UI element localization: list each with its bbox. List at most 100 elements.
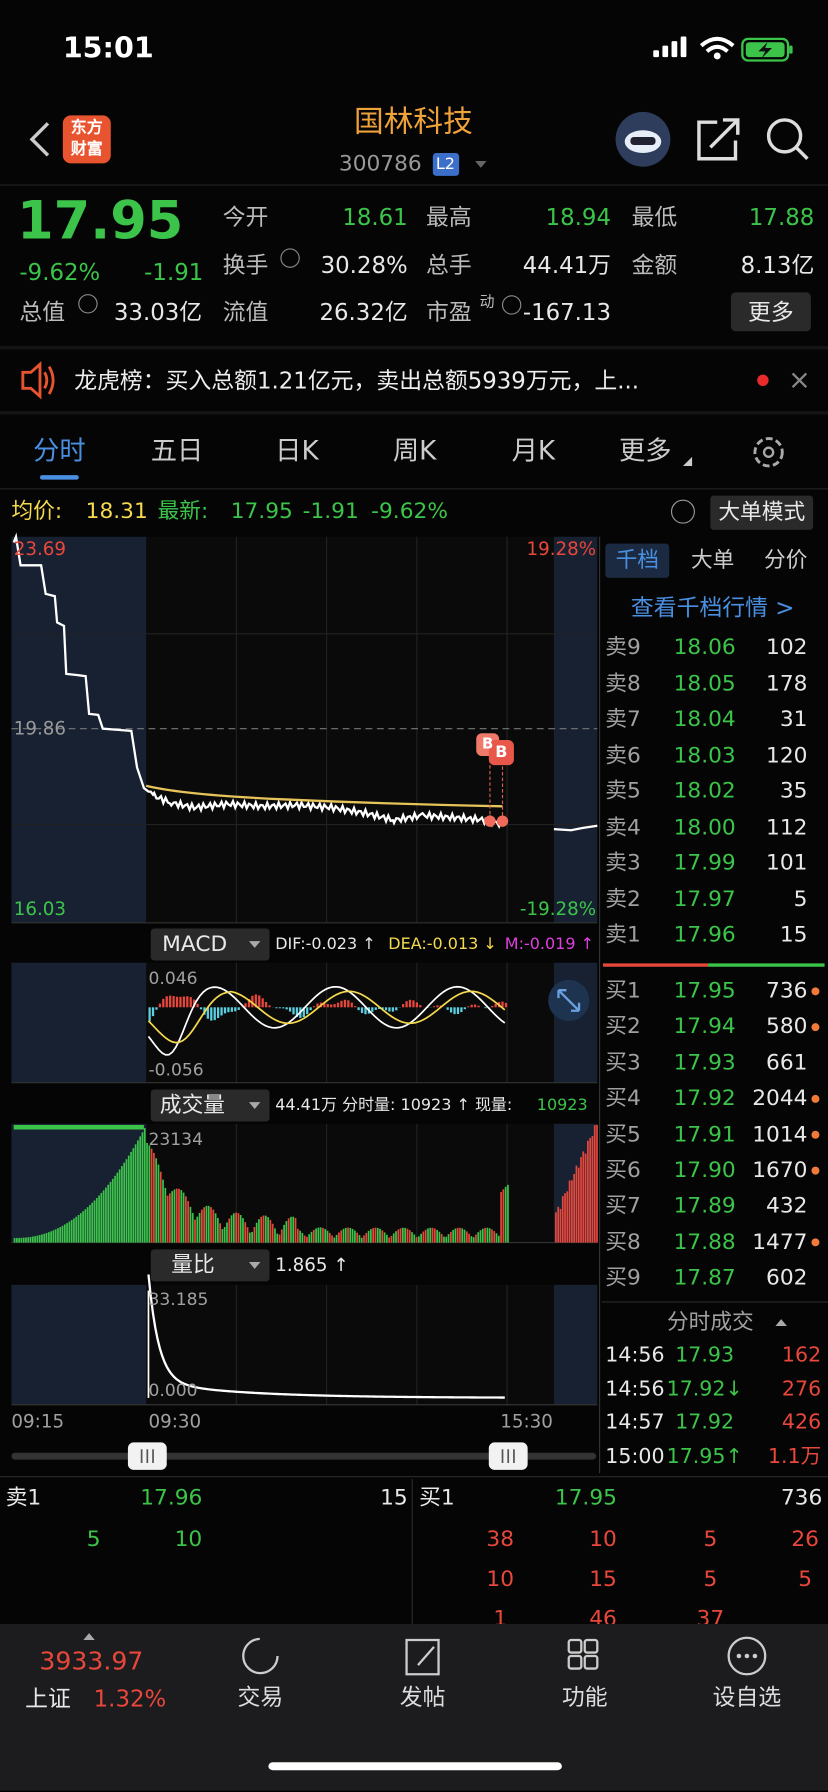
- nav-item[interactable]: 设自选: [712, 1683, 782, 1711]
- volume-bar: [333, 1237, 336, 1243]
- trade-time: 14:56: [605, 1343, 665, 1368]
- book-volume: 15: [380, 1485, 408, 1511]
- wifi-icon: [699, 36, 735, 53]
- more-button[interactable]: 更多: [748, 298, 794, 326]
- tab[interactable]: 五日: [150, 436, 204, 467]
- order-volume: 31: [779, 706, 808, 732]
- tab[interactable]: 更多: [619, 436, 672, 467]
- depth-link[interactable]: 查看千档行情 >: [630, 593, 795, 622]
- macd-bar: [227, 1007, 230, 1013]
- volume-bar: [68, 1221, 71, 1243]
- macd-bar: [391, 1007, 395, 1012]
- notice-text[interactable]: 龙虎榜：买入总额1.21亿元，卖出总额5939万元，上...: [74, 366, 640, 395]
- order-label: 买9: [605, 1265, 641, 1291]
- volume-bar: [105, 1187, 107, 1243]
- mode-button[interactable]: 大单模式: [718, 499, 806, 525]
- volume-bar: [436, 1229, 438, 1243]
- nav-item[interactable]: 交易: [237, 1683, 284, 1711]
- latest-label: 最新:: [157, 498, 209, 524]
- macd-bar: [258, 995, 261, 1008]
- order-price: 18.05: [673, 670, 736, 696]
- volume-bar: [283, 1224, 285, 1243]
- code-caret: [475, 161, 487, 168]
- panel-tab[interactable]: 分价: [764, 547, 808, 573]
- volume-bar: [205, 1205, 208, 1243]
- volume-bar: [66, 1223, 68, 1243]
- tab[interactable]: 周K: [392, 436, 437, 467]
- volume-bar: [493, 1231, 496, 1243]
- volume-bar: [363, 1235, 365, 1243]
- nav-icons: [83, 1633, 767, 1771]
- volume-bar: [79, 1213, 82, 1243]
- battery-tip: [789, 45, 793, 54]
- volume-bar: [164, 1187, 167, 1243]
- macd-bar: [473, 1004, 477, 1008]
- volume-bar: [465, 1231, 468, 1243]
- volume-bar: [278, 1234, 281, 1243]
- volume-bar: [248, 1232, 251, 1243]
- volume-bar: [379, 1228, 381, 1243]
- axis-label: 0.000: [148, 1380, 198, 1401]
- nav-item[interactable]: 功能: [561, 1683, 608, 1711]
- volume-bar: [116, 1172, 119, 1243]
- order-volume: 1477: [752, 1229, 808, 1255]
- order-label: 卖2: [605, 886, 641, 912]
- volume-bar: [54, 1229, 57, 1243]
- trades-caret: [775, 1319, 787, 1326]
- book-cell: 5: [703, 1566, 718, 1592]
- volume-summary: 44.41万 分时量: 10923 ↑ 现量:: [275, 1096, 513, 1115]
- stat-value: 44.41万: [522, 251, 612, 279]
- axis-label: 23.69: [13, 537, 67, 560]
- volume-bar: [459, 1227, 461, 1243]
- nav-item[interactable]: 发帖: [399, 1683, 446, 1711]
- volume-bar: [107, 1184, 110, 1243]
- tab[interactable]: 分时: [33, 436, 86, 467]
- stat-value: 18.61: [342, 203, 408, 231]
- volume-bar: [477, 1232, 480, 1243]
- volume-bar: [456, 1227, 459, 1243]
- macd-bar: [456, 1007, 460, 1014]
- macd-bar: [182, 996, 186, 1008]
- volume-bar: [404, 1227, 407, 1243]
- volume-bar: [504, 1186, 507, 1243]
- stat-value: 26.32亿: [319, 298, 408, 326]
- volume-bar: [262, 1215, 265, 1243]
- volume-bar: [454, 1228, 457, 1243]
- volume-bar: [331, 1235, 333, 1243]
- volume-bar: [559, 1208, 562, 1243]
- volume-bar: [31, 1236, 34, 1243]
- macd-dif: DIF:-0.023 ↑: [275, 935, 376, 954]
- order-volume: 2044: [752, 1085, 808, 1111]
- volume-bar: [372, 1228, 375, 1243]
- macd-bar: [309, 1007, 312, 1011]
- volume-bar: [488, 1228, 491, 1243]
- tab[interactable]: 月K: [511, 436, 556, 467]
- stock-name: 国林科技: [354, 105, 473, 140]
- panel-tab[interactable]: 大单: [690, 547, 735, 573]
- mode-button-bg: [710, 495, 814, 530]
- volume-bar: [486, 1227, 489, 1243]
- volume-bar: [171, 1191, 174, 1243]
- macd-bar: [169, 995, 172, 1008]
- book-cell: 5: [703, 1526, 718, 1552]
- volume-bar: [157, 1164, 160, 1243]
- tab[interactable]: 日K: [275, 436, 319, 467]
- watch-dot: [752, 1653, 758, 1659]
- logo-text: 东方: [70, 118, 103, 138]
- macd-bar: [175, 996, 179, 1008]
- macd-bar: [158, 1003, 162, 1008]
- trade-volume: 276: [781, 1376, 822, 1401]
- bottom-nav: 3933.97 上证 1.32% 交易 发帖 功能 设自选: [0, 1624, 828, 1791]
- macd-bar: [223, 1007, 227, 1014]
- index-value: 3933.97: [39, 1648, 144, 1677]
- volume-bar: [118, 1169, 121, 1243]
- book-label: 卖1: [5, 1485, 42, 1511]
- signal-bar: [671, 41, 678, 58]
- signal-bar: [680, 36, 687, 58]
- volume-bar: [82, 1211, 84, 1243]
- order-label: 买3: [605, 1049, 641, 1076]
- volume-bar: [367, 1230, 370, 1243]
- volume-bar: [125, 1159, 128, 1243]
- panel-tab[interactable]: 千档: [615, 547, 659, 573]
